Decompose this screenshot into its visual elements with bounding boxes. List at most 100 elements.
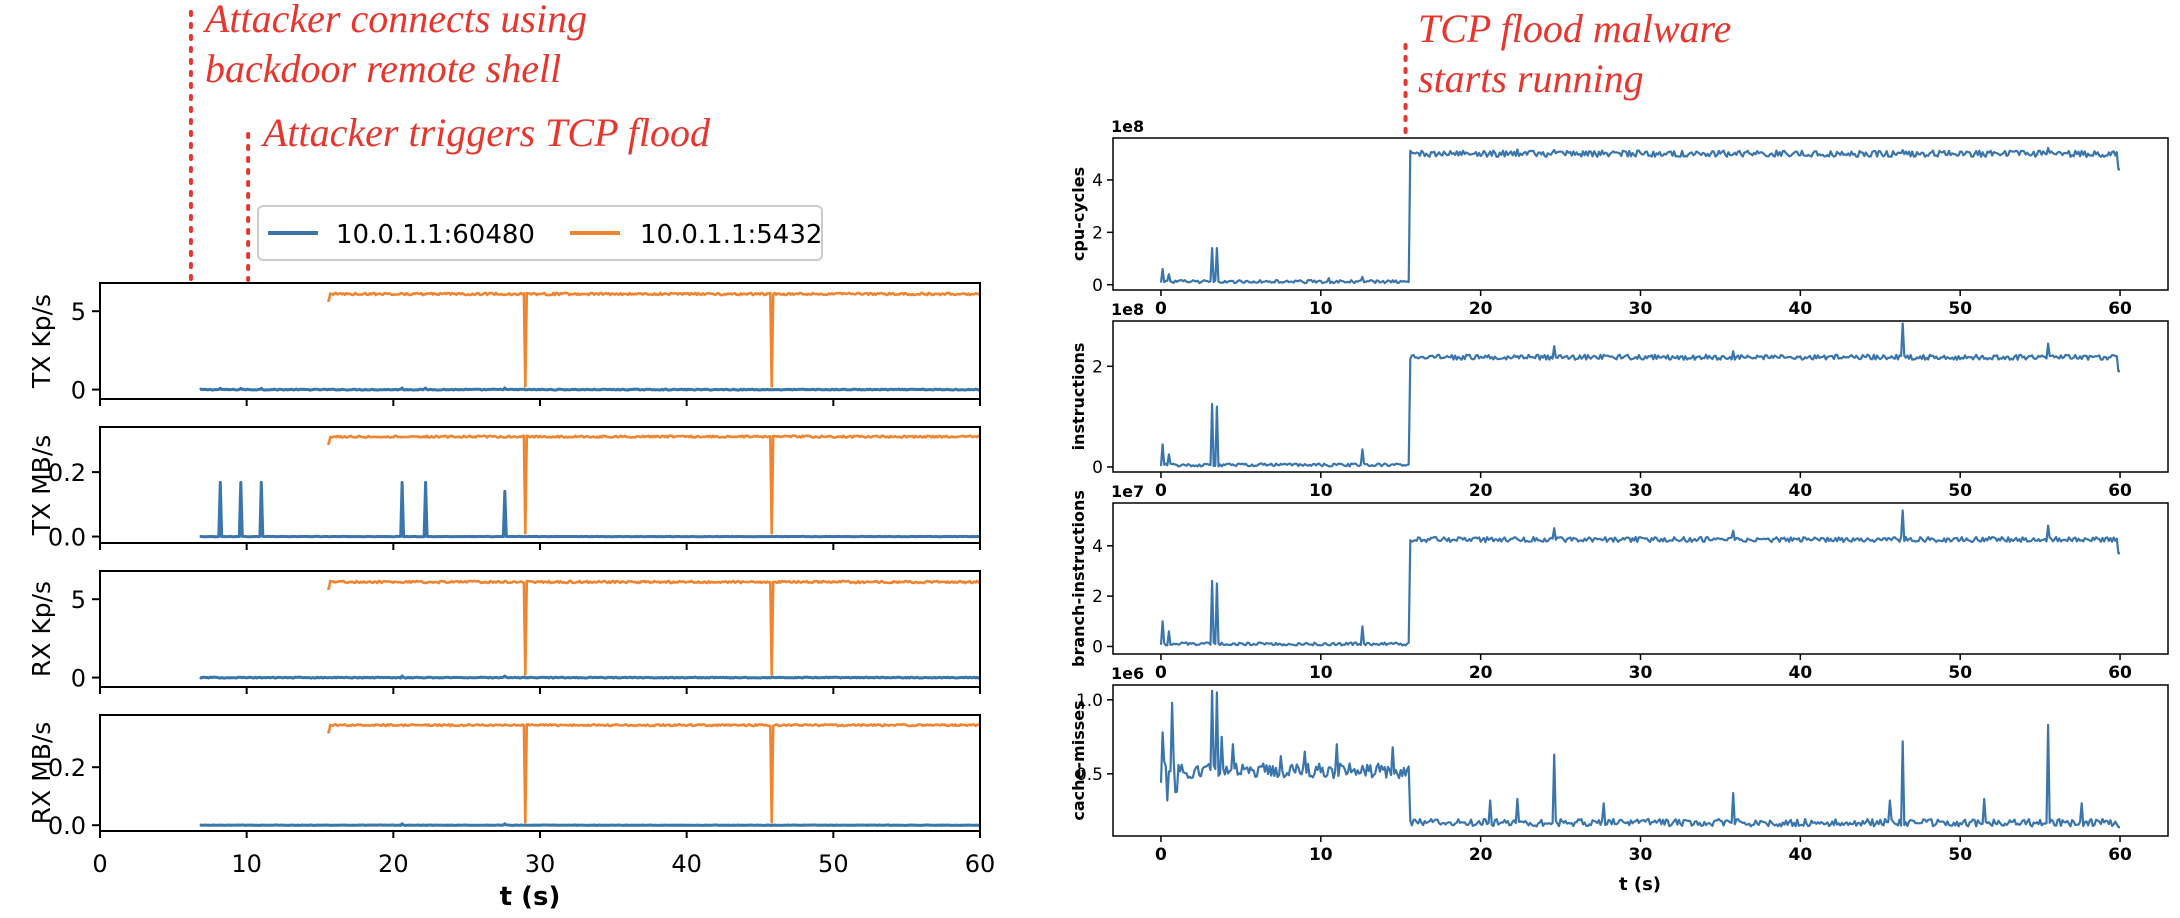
series-line-flow-5432 [327, 723, 981, 824]
right-x-axis-label: t (s) [1619, 874, 1661, 895]
counter-series-line [1159, 509, 2120, 647]
y-tick-label: 5 [71, 586, 86, 614]
annotation-attacker-connects-2: backdoor remote shell [205, 46, 561, 91]
y-tick-label: 0 [71, 377, 86, 405]
panel-frame [1112, 320, 2169, 473]
x-tick-label: 30 [525, 850, 556, 878]
series-line-flow-5432 [327, 579, 981, 676]
x-tick-label: 10 [1309, 299, 1333, 319]
x-tick-label: 60 [2108, 299, 2132, 319]
x-tick-label: 40 [1789, 481, 1813, 501]
series-line-flow-60480 [199, 822, 981, 827]
panel-frame [1112, 684, 2169, 837]
panel-frame [99, 426, 981, 544]
left-x-axis: 0 10 20 30 40 50 60 [92, 850, 995, 878]
y-tick-label: 4 [1092, 171, 1103, 191]
series-line-flow-60480 [199, 674, 981, 680]
x-tick-label: 10 [1309, 845, 1333, 865]
x-tick-label: 20 [1469, 845, 1493, 865]
counter-series-line [1159, 689, 2120, 829]
x-tick-label: 0 [1155, 845, 1167, 865]
x-tick-label: 10 [1309, 663, 1333, 683]
network-traffic-chart: 0 5 TX Kp/s 0.0 0.2TX MB/s 0 5 RX Kp/s 0.00.2RX … [27, 0, 995, 912]
x-tick-label: 20 [1469, 481, 1493, 501]
legend-label-blue: 10.0.1.1:60480 [336, 220, 535, 250]
series-line-flow-60480 [199, 480, 981, 539]
y-tick-label: 2 [1092, 587, 1103, 607]
x-tick-label: 50 [1948, 299, 1972, 319]
y-axis-label: TX MB/s [27, 435, 56, 537]
legend-label-orange: 10.0.1.1:5432 [640, 220, 822, 250]
left-x-axis-label: t (s) [500, 882, 561, 912]
y-axis-label: cache-misses [1069, 700, 1088, 820]
y-tick-label: 0 [1092, 637, 1103, 657]
x-tick-label: 40 [1789, 299, 1813, 319]
annotation-attacker-connects-1: Attacker connects using [202, 0, 587, 41]
counter-series-line [1159, 146, 2120, 285]
series-line-flow-5432 [327, 291, 981, 388]
y-axis-label: RX MB/s [27, 722, 56, 825]
annotation-attacker-triggers: Attacker triggers TCP flood [260, 110, 711, 155]
scale-label: 1e8 [1111, 300, 1144, 319]
x-tick-label: 30 [1629, 663, 1653, 683]
y-tick-label: 0.5 [1076, 765, 1103, 785]
panel-frame [1112, 137, 2169, 291]
x-tick-label: 10 [231, 850, 262, 878]
panel-frame [99, 570, 981, 688]
x-tick-label: 50 [1948, 845, 1972, 865]
x-tick-label: 30 [1629, 481, 1653, 501]
x-tick-label: 40 [1789, 663, 1813, 683]
x-tick-label: 20 [1469, 299, 1493, 319]
y-tick-label: 0 [1092, 276, 1103, 296]
x-tick-label: 50 [1948, 481, 1972, 501]
annotation-malware-starts-2: starts running [1418, 56, 1644, 101]
x-tick-label: 50 [1948, 663, 1972, 683]
legend: 10.0.1.1:60480 10.0.1.1:5432 [257, 205, 823, 261]
panel-frame [99, 714, 981, 832]
y-axis-label: RX Kp/s [27, 581, 56, 677]
x-tick-label: 30 [1629, 845, 1653, 865]
x-tick-label: 60 [2108, 481, 2132, 501]
y-axis-label: cpu-cycles [1069, 167, 1088, 261]
y-axis-label: instructions [1069, 343, 1088, 451]
y-tick-label: 5 [71, 298, 86, 326]
y-axis-label: TX Kp/s [27, 294, 56, 389]
legend-box [257, 205, 823, 261]
x-tick-label: 50 [818, 850, 849, 878]
y-tick-label: 1.0 [1076, 691, 1103, 711]
x-tick-label: 0 [1155, 299, 1167, 319]
y-tick-label: 0.2 [48, 459, 86, 487]
y-axis-label: branch-instructions [1069, 490, 1088, 667]
x-tick-label: 60 [2108, 663, 2132, 683]
series-line-flow-60480 [199, 386, 981, 392]
counter-series-line [1159, 322, 2120, 468]
x-tick-label: 20 [378, 850, 409, 878]
right-panel-4: 0.5 1.0 0 10 20 30 40 50 60 1e6 cache-misses [1069, 664, 2169, 865]
y-tick-label: 0 [1092, 458, 1103, 478]
y-tick-label: 0.0 [48, 524, 86, 552]
y-tick-label: 0 [71, 665, 86, 693]
y-tick-label: 2 [1092, 357, 1103, 377]
x-tick-label: 40 [1789, 845, 1813, 865]
x-tick-label: 0 [1155, 663, 1167, 683]
x-tick-label: 60 [965, 850, 996, 878]
left-panel-3: 0 5 RX Kp/s [27, 570, 981, 694]
y-tick-label: 4 [1092, 537, 1103, 557]
x-tick-label: 0 [92, 850, 107, 878]
x-tick-label: 40 [671, 850, 702, 878]
left-panel-1: 0 5 TX Kp/s [27, 282, 981, 406]
panel-frame [99, 282, 981, 400]
y-tick-label: 0.0 [48, 812, 86, 840]
annotation-malware-starts-1: TCP flood malware [1418, 6, 1731, 51]
left-panel-2: 0.0 0.2TX MB/s [27, 426, 981, 552]
scale-label: 1e6 [1111, 664, 1144, 683]
left-panel-4: 0.0 0.2RX MB/s [27, 714, 981, 840]
x-tick-label: 10 [1309, 481, 1333, 501]
x-tick-label: 30 [1629, 299, 1653, 319]
y-tick-label: 2 [1092, 223, 1103, 243]
